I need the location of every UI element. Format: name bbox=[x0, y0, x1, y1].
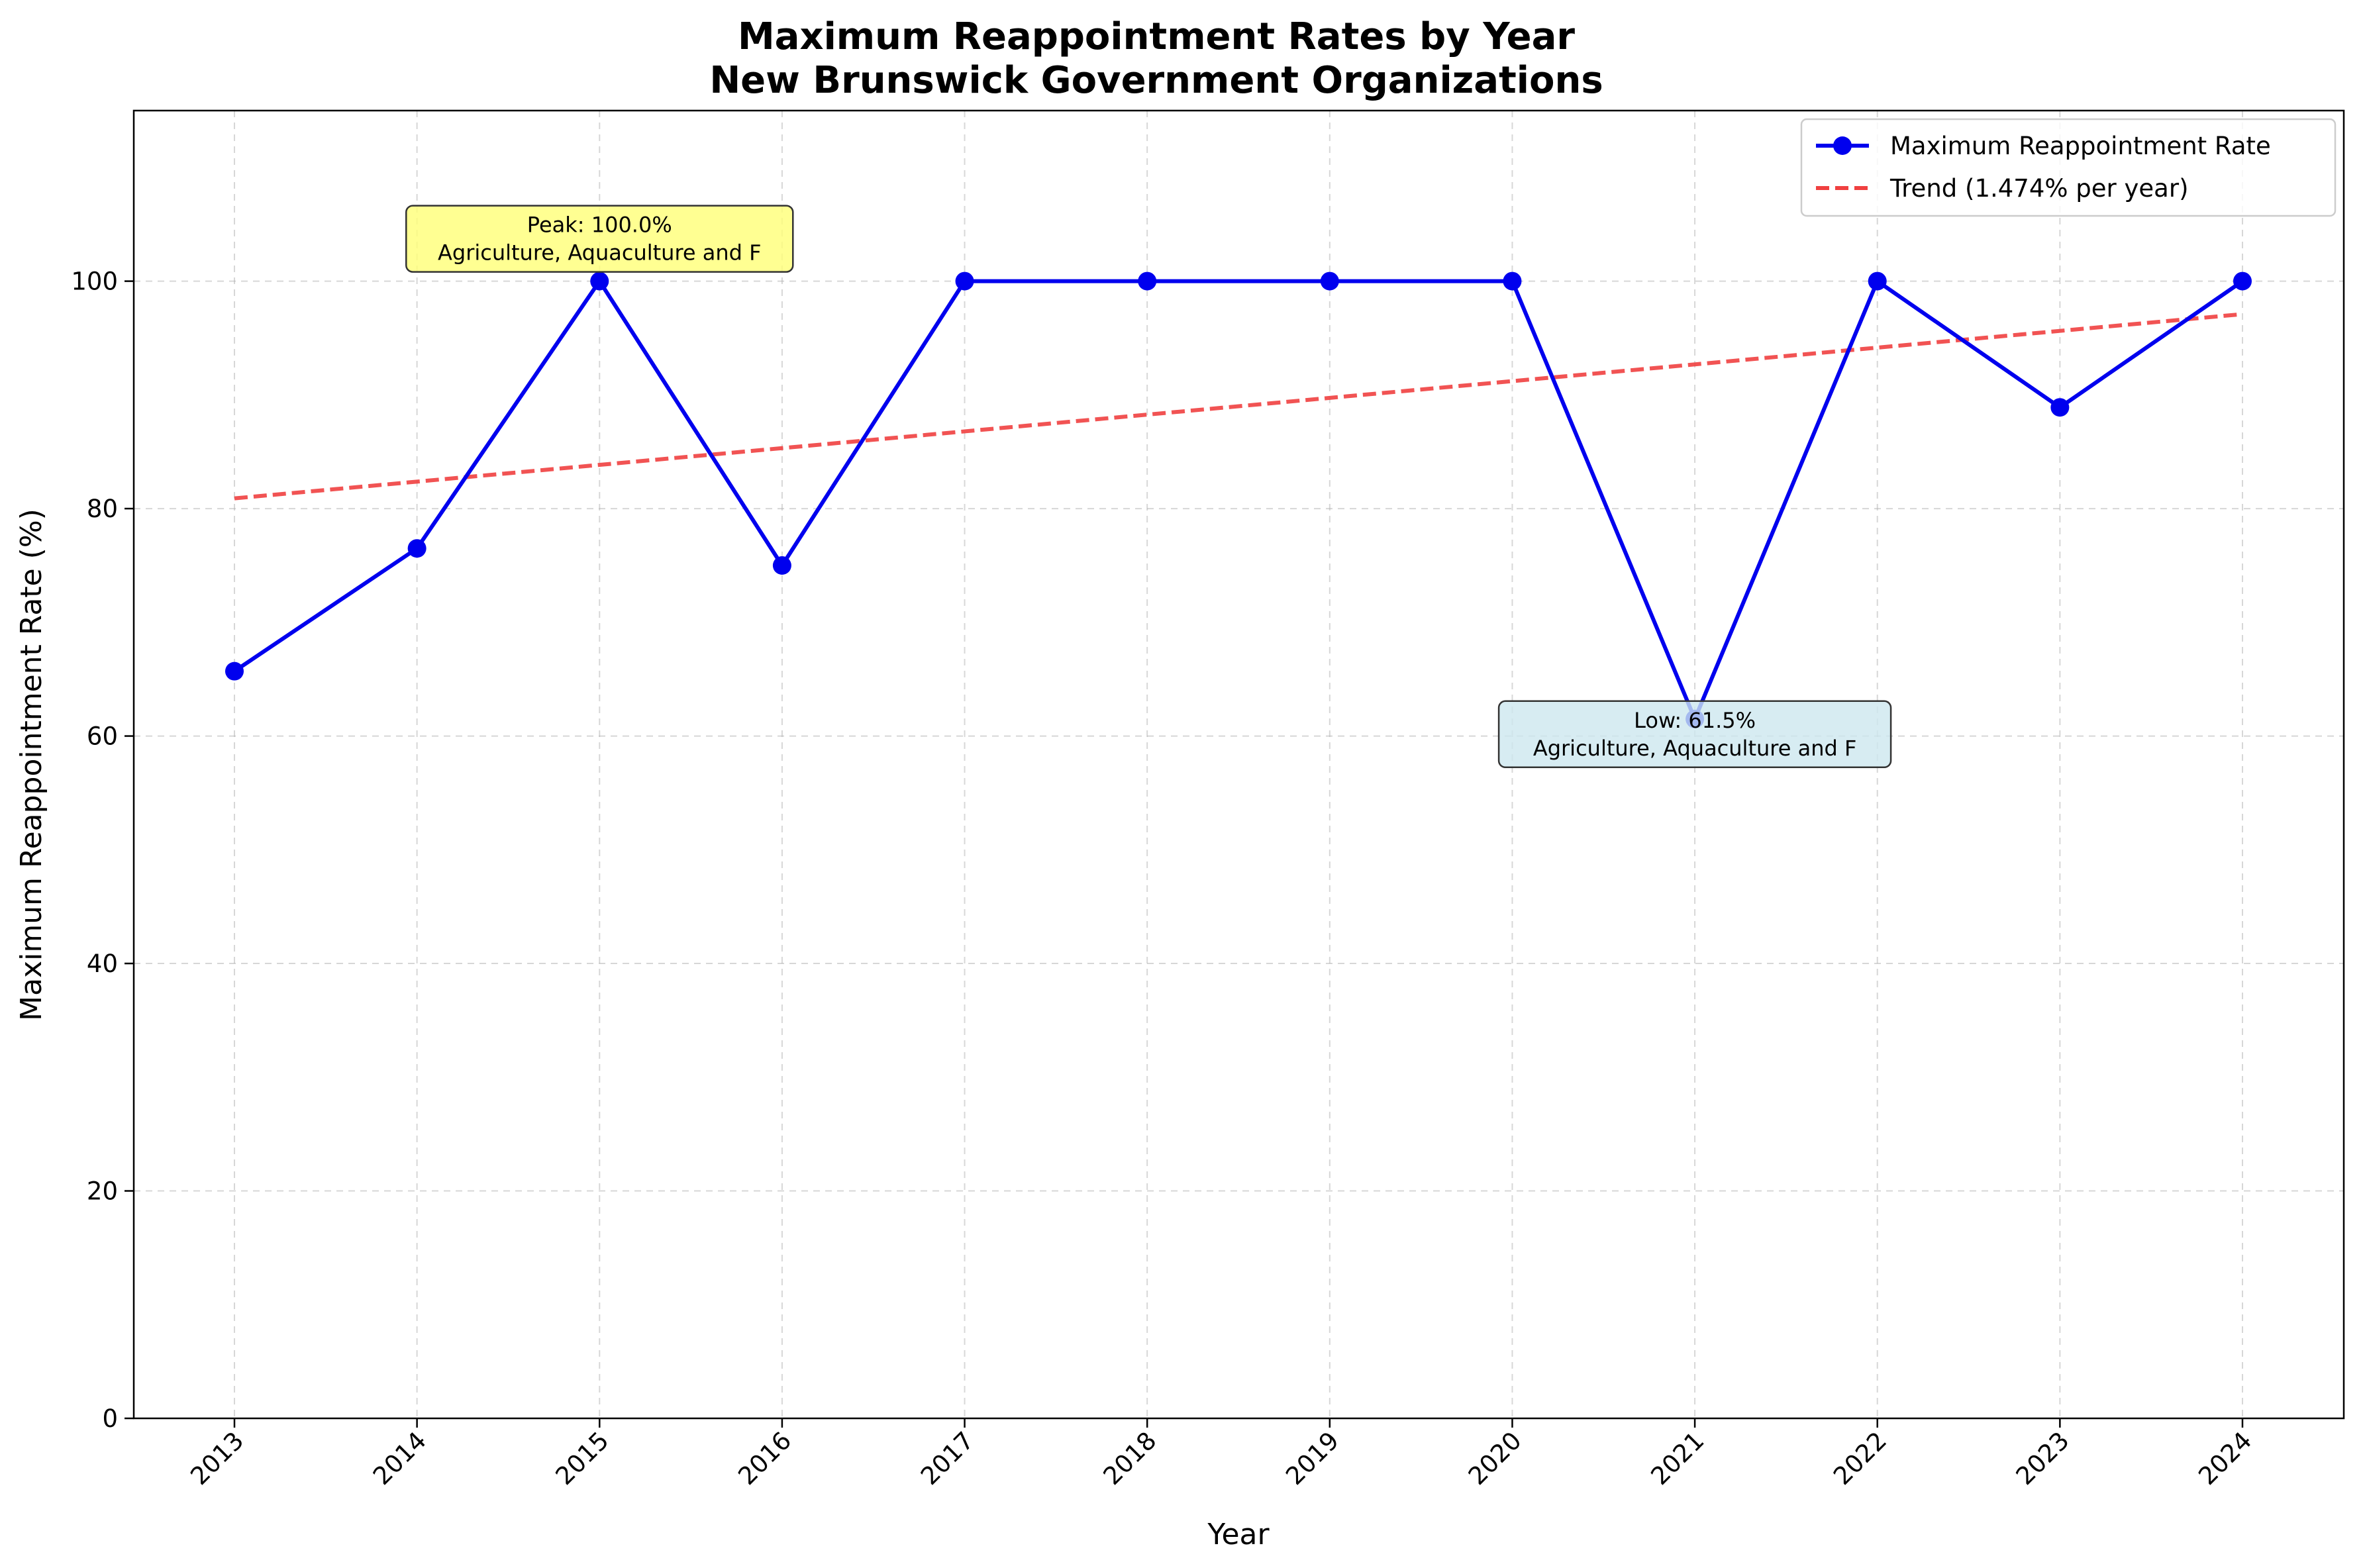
data-point bbox=[1138, 271, 1157, 291]
data-point bbox=[1868, 271, 1887, 291]
y-tick-label: 60 bbox=[87, 722, 118, 751]
y-tick-label: 80 bbox=[87, 495, 118, 523]
annotation-box bbox=[1497, 700, 1892, 769]
annotation-line-2: Agriculture, Aquaculture and F bbox=[438, 240, 762, 266]
data-point bbox=[955, 271, 974, 291]
data-point bbox=[225, 662, 244, 681]
y-axis-label: Maximum Reappointment Rate (%) bbox=[15, 509, 48, 1021]
data-point bbox=[407, 539, 427, 558]
annotation-line-1: Low: 61.5% bbox=[1634, 708, 1756, 733]
data-point bbox=[1320, 271, 1339, 291]
data-point bbox=[590, 271, 609, 291]
chart-title-line-1: Maximum Reappointment Rates by Year bbox=[738, 15, 1575, 58]
annotations: Peak: 100.0%Agriculture, Aquaculture and… bbox=[405, 205, 1892, 769]
legend-marker-series bbox=[1833, 136, 1852, 155]
annotation-line-2: Agriculture, Aquaculture and F bbox=[1533, 736, 1857, 761]
plot-area bbox=[134, 111, 2344, 1418]
y-tick-label: 40 bbox=[87, 950, 118, 978]
data-point bbox=[2050, 398, 2070, 417]
annotation-line-1: Peak: 100.0% bbox=[527, 213, 672, 238]
plot-frame bbox=[132, 109, 2345, 1420]
y-tick-label: 100 bbox=[71, 268, 118, 296]
legend-label-trend: Trend (1.474% per year) bbox=[1889, 174, 2189, 203]
trend-line bbox=[234, 312, 2243, 501]
legend-label-series: Maximum Reappointment Rate bbox=[1890, 132, 2271, 160]
x-axis-label: Year bbox=[1207, 1518, 1270, 1551]
trend-layer bbox=[234, 312, 2243, 501]
chart-title-line-2: New Brunswick Government Organizations bbox=[709, 59, 1603, 102]
legend: Maximum Reappointment Rate Trend (1.474%… bbox=[1800, 118, 2337, 217]
y-tick-label: 0 bbox=[102, 1404, 118, 1433]
series-line bbox=[233, 279, 2244, 721]
data-point bbox=[1503, 271, 1522, 291]
data-point bbox=[2233, 271, 2252, 291]
legend-box bbox=[1800, 118, 2337, 217]
data-point bbox=[772, 556, 791, 575]
annotation-box bbox=[405, 205, 794, 273]
y-tick-label: 20 bbox=[87, 1177, 118, 1206]
